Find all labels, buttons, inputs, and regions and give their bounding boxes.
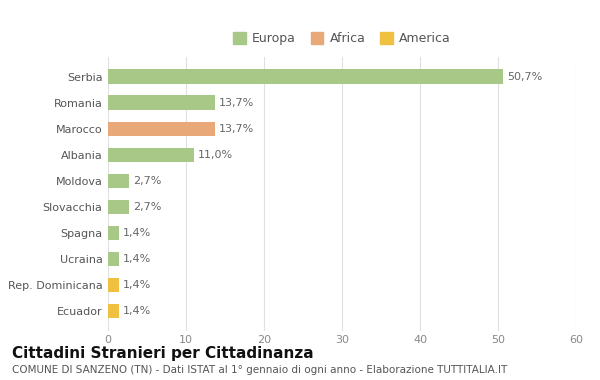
Text: COMUNE DI SANZENO (TN) - Dati ISTAT al 1° gennaio di ogni anno - Elaborazione TU: COMUNE DI SANZENO (TN) - Dati ISTAT al 1…	[12, 365, 507, 375]
Text: 50,7%: 50,7%	[508, 71, 542, 82]
Text: 2,7%: 2,7%	[133, 202, 161, 212]
Text: 1,4%: 1,4%	[123, 306, 151, 316]
Bar	[108, 304, 119, 318]
Text: Cittadini Stranieri per Cittadinanza: Cittadini Stranieri per Cittadinanza	[12, 346, 314, 361]
Bar	[108, 278, 119, 292]
Text: 11,0%: 11,0%	[198, 150, 233, 160]
Text: 13,7%: 13,7%	[219, 98, 254, 108]
Bar	[108, 174, 129, 188]
Bar	[108, 95, 215, 110]
Text: 13,7%: 13,7%	[219, 124, 254, 134]
Bar	[108, 200, 129, 214]
Text: 1,4%: 1,4%	[123, 280, 151, 290]
Bar	[108, 252, 119, 266]
Bar	[108, 122, 215, 136]
Bar	[108, 147, 194, 162]
Text: 1,4%: 1,4%	[123, 228, 151, 238]
Text: 2,7%: 2,7%	[133, 176, 161, 186]
Legend: Europa, Africa, America: Europa, Africa, America	[233, 32, 451, 45]
Bar	[108, 70, 503, 84]
Bar	[108, 226, 119, 240]
Text: 1,4%: 1,4%	[123, 254, 151, 264]
